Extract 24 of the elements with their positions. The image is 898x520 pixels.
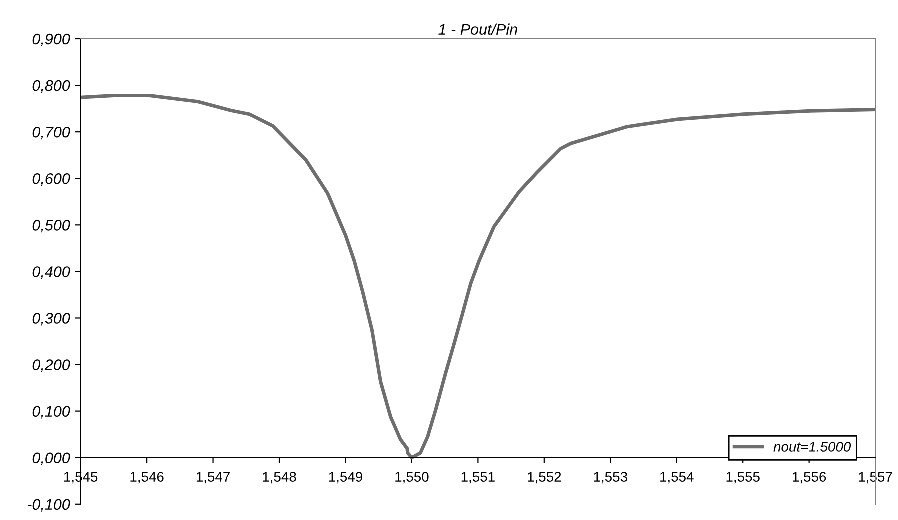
y-tick-label: 0,000 [32, 452, 70, 466]
x-tick-label: 1,551 [462, 472, 495, 484]
x-tick-label: 1,555 [726, 472, 760, 484]
y-tick-label: 0,100 [32, 406, 70, 419]
y-tick-label: 0,700 [32, 126, 70, 140]
y-tick-label: 0,300 [32, 313, 70, 326]
chart-title: 1 - Pout/Pin [438, 24, 518, 35]
y-tick-label: 0,800 [32, 80, 70, 94]
x-tick-label: 1,550 [396, 472, 429, 484]
x-tick-label: 1,549 [329, 472, 362, 484]
x-tick-label: 1,547 [196, 472, 230, 484]
legend-label: nout=1.5000 [774, 442, 852, 452]
x-tick-label: 1,548 [263, 472, 296, 484]
x-tick-label: 1,546 [130, 472, 164, 484]
y-tick-label: 0,400 [32, 266, 70, 280]
y-tick-label: 0,200 [32, 360, 70, 372]
y-tick-label: -0,100 [28, 499, 70, 512]
x-tick-label: 1,556 [793, 472, 826, 484]
x-tick-label: 1,554 [660, 472, 694, 484]
y-tick-label: 0,900 [32, 34, 70, 46]
y-tick-label: 0,600 [32, 173, 70, 186]
x-tick-label: 1,552 [528, 472, 562, 484]
y-tick-label: 0,500 [32, 220, 70, 233]
x-tick-label: 1,553 [594, 472, 628, 484]
